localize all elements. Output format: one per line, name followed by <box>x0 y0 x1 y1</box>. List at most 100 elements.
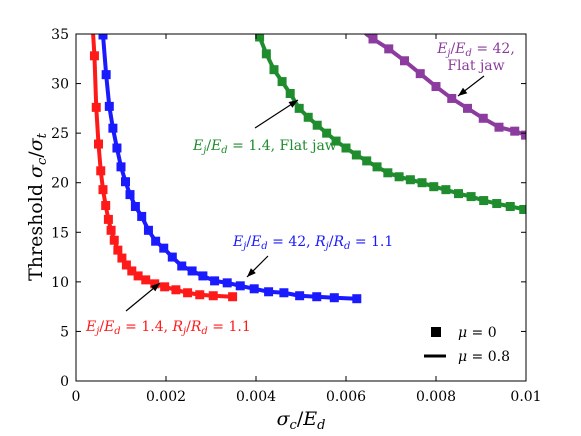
x-tick-label: 0.008 <box>416 389 456 405</box>
annotation-arrow-blue-head <box>247 268 256 277</box>
data-point-red <box>171 285 181 295</box>
data-point-blue <box>177 261 187 271</box>
data-point-green <box>383 168 393 178</box>
data-point-red <box>127 266 137 276</box>
data-point-blue <box>352 294 362 304</box>
data-point-purple <box>478 113 488 123</box>
data-point-red <box>96 166 106 176</box>
series-group <box>89 34 526 304</box>
data-point-red <box>91 102 101 112</box>
annotation-blue: Ej/Ed = 42, Rj/Rd = 1.1 <box>232 234 393 252</box>
annotation-arrow-purple-head <box>458 87 468 96</box>
data-point-blue <box>279 288 289 298</box>
annotation-arrow-red-head <box>150 283 160 292</box>
data-point-blue <box>222 278 232 288</box>
data-point-blue <box>329 293 339 303</box>
data-point-red <box>103 214 113 224</box>
data-point-green <box>269 65 279 75</box>
annotation-purple-line1: Ej/Ed = 42, <box>436 41 515 59</box>
legend-label-mu08: μ = 0.8 <box>458 349 510 365</box>
y-tick-label: 5 <box>60 324 69 340</box>
annotation-arrow-green-head <box>288 100 298 108</box>
data-point-blue <box>137 211 147 221</box>
data-point-purple <box>510 126 520 136</box>
data-point-green <box>312 120 322 130</box>
legend: μ = 0 μ = 0.8 <box>424 325 510 365</box>
data-point-red <box>195 290 205 300</box>
data-point-red <box>113 245 123 255</box>
annotation-layer: Ej/Ed = 42,Flat jaw Ej/Ed = 1.4, Flat jaw… <box>85 41 515 337</box>
data-point-red <box>109 235 119 245</box>
data-point-purple <box>384 44 394 54</box>
data-point-red <box>228 292 238 302</box>
x-tick-label: 0.01 <box>510 389 541 405</box>
data-point-red <box>150 279 160 289</box>
data-point-purple <box>447 93 457 103</box>
data-point-green <box>322 128 332 138</box>
data-point-green <box>351 150 361 160</box>
x-tick-label: 0.002 <box>146 389 186 405</box>
data-point-green <box>277 77 287 87</box>
y-tick-label: 15 <box>51 225 69 241</box>
data-point-red <box>121 260 131 270</box>
data-point-red <box>117 253 127 263</box>
data-point-blue <box>210 276 220 286</box>
legend-square-marker <box>431 327 441 337</box>
data-point-green <box>362 156 372 166</box>
data-point-purple <box>368 34 378 44</box>
data-point-green <box>341 143 351 153</box>
data-point-blue <box>159 243 169 253</box>
data-point-red <box>89 51 99 61</box>
data-point-green <box>466 192 476 202</box>
data-point-blue <box>98 34 108 40</box>
data-point-green <box>372 162 382 172</box>
data-layer <box>89 34 526 304</box>
x-tick-label: 0.006 <box>326 389 366 405</box>
data-point-green <box>454 189 463 199</box>
data-point-blue <box>112 143 122 153</box>
data-point-green <box>303 112 313 122</box>
plot-frame <box>75 33 527 382</box>
data-point-red <box>208 291 218 301</box>
data-point-green <box>285 88 295 98</box>
data-point-red <box>133 271 143 281</box>
y-tick-label: 35 <box>51 27 69 43</box>
data-point-blue <box>101 70 111 80</box>
annotation-red: Ej/Ed = 1.4, Rj/Rd = 1.1 <box>85 319 251 337</box>
data-point-red <box>106 225 116 235</box>
data-point-green <box>479 196 489 206</box>
data-point-blue <box>125 190 135 200</box>
y-tick-label: 10 <box>51 275 69 291</box>
data-point-green <box>505 202 515 212</box>
y-tick-label: 20 <box>51 176 69 192</box>
data-point-purple <box>463 103 472 113</box>
data-point-blue <box>167 252 177 262</box>
data-point-blue <box>151 236 161 246</box>
data-point-purple <box>521 130 526 140</box>
annotation-green: Ej/Ed = 1.4, Flat jaw <box>192 138 337 156</box>
legend-label-mu0: μ = 0 <box>458 325 497 341</box>
data-point-green <box>294 103 304 113</box>
data-point-green <box>519 204 526 214</box>
data-point-green <box>429 182 439 192</box>
x-axis-label: σc/Ed <box>277 408 326 433</box>
data-point-blue <box>143 225 153 235</box>
data-point-blue <box>187 266 197 276</box>
data-point-red <box>160 282 170 292</box>
data-point-purple <box>431 82 441 92</box>
y-tick-label: 25 <box>51 126 69 142</box>
data-point-red <box>101 201 111 211</box>
annotation-purple-line2: Flat jaw <box>447 58 504 74</box>
data-point-green <box>255 34 265 42</box>
y-tick-label: 0 <box>60 374 69 390</box>
x-tick-label: 0 <box>72 389 81 405</box>
data-point-blue <box>264 287 274 297</box>
data-point-blue <box>295 291 305 301</box>
data-point-blue <box>235 281 245 291</box>
data-point-blue <box>198 271 208 281</box>
data-point-green <box>394 172 404 182</box>
data-point-red <box>183 288 193 298</box>
data-point-purple <box>415 69 425 79</box>
y-tick-label: 30 <box>51 77 69 93</box>
